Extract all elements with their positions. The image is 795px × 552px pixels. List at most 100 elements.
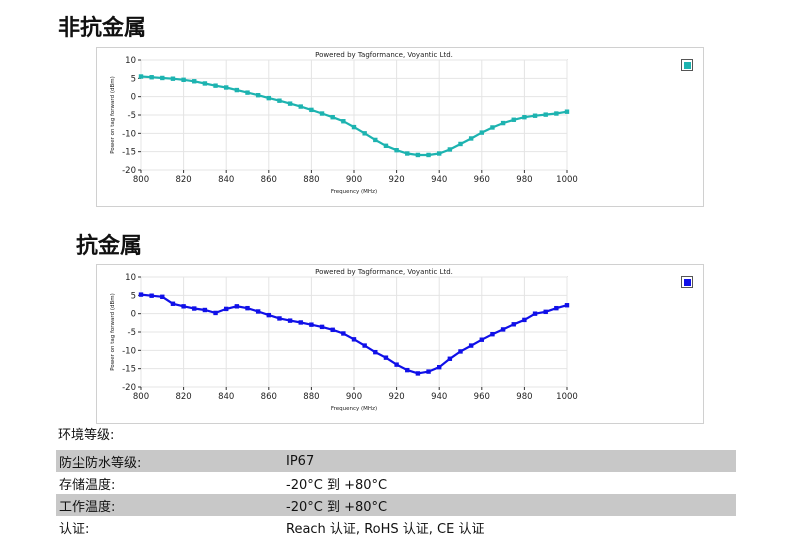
- data-point: [234, 87, 240, 93]
- data-point: [373, 349, 378, 355]
- data-point: [405, 151, 410, 156]
- data-point: [564, 109, 570, 114]
- data-point: [149, 75, 154, 80]
- y-tick-label: -20: [122, 383, 136, 393]
- data-point: [277, 316, 282, 321]
- x-tick-label: 920: [388, 392, 404, 402]
- data-point: [341, 119, 346, 124]
- chart-title: Powered by Tagformance, Voyantic Ltd.: [315, 268, 453, 276]
- spec-label: 认证:: [59, 521, 90, 537]
- data-point: [490, 332, 495, 337]
- data-point: [192, 79, 197, 84]
- y-tick-label: -5: [128, 328, 136, 338]
- spec-value: Reach 认证, RoHS 认证, CE 认证: [286, 521, 485, 537]
- y-tick-label: 10: [125, 273, 136, 283]
- table-row: 存储温度: -20°C 到 +80°C: [56, 472, 736, 494]
- data-point: [522, 115, 527, 120]
- spec-label: 防尘防水等级:: [56, 450, 283, 472]
- data-point: [255, 93, 261, 98]
- data-point: [277, 98, 282, 103]
- data-point: [383, 143, 389, 148]
- x-tick-label: 920: [388, 175, 404, 185]
- data-point: [160, 75, 165, 81]
- x-tick-label: 900: [346, 392, 362, 402]
- data-point: [437, 151, 442, 156]
- x-tick-label: 880: [303, 392, 319, 402]
- x-tick-label: 880: [303, 175, 319, 185]
- data-point: [266, 312, 271, 318]
- data-point: [170, 301, 176, 306]
- data-point: [287, 101, 293, 106]
- data-point: [341, 331, 346, 336]
- spec-value: -20°C 到 +80°C: [286, 477, 388, 493]
- x-axis-label: Frequency (MHz): [331, 406, 377, 412]
- data-point: [330, 327, 335, 332]
- y-tick-label: 5: [131, 74, 136, 84]
- data-point: [415, 371, 421, 376]
- y-tick-label: -20: [122, 166, 136, 176]
- data-point: [149, 293, 154, 298]
- data-point: [500, 327, 506, 332]
- data-point: [245, 305, 250, 311]
- environment-spec-table: 防尘防水等级: IP67 存储温度: -20°C 到 +80°C 工作温度: -…: [56, 450, 736, 538]
- y-axis-label: Power on tag forward (dBm): [110, 293, 116, 371]
- data-point: [298, 104, 303, 109]
- chart-panel-antimetal: Powered by Tagformance, Voyantic Ltd. 800…: [96, 264, 704, 424]
- data-point: [447, 356, 453, 361]
- data-point: [351, 337, 357, 342]
- data-point: [319, 111, 325, 116]
- data-point: [170, 76, 176, 81]
- x-tick-label: 1000: [556, 392, 578, 402]
- data-point: [181, 77, 186, 82]
- y-tick-label: -15: [122, 148, 136, 158]
- environment-title: 环境等级:: [58, 428, 115, 443]
- legend-toggle-icon[interactable]: [681, 276, 693, 288]
- chart-non-antimetal: Powered by Tagformance, Voyantic Ltd. 800…: [110, 51, 578, 195]
- x-tick-label: 800: [133, 392, 149, 402]
- data-point: [468, 136, 474, 141]
- data-point: [394, 148, 399, 153]
- x-tick-label: 820: [175, 392, 191, 402]
- data-point: [224, 85, 229, 90]
- spec-label: 存储温度:: [59, 477, 116, 493]
- x-tick-label: 800: [133, 175, 149, 185]
- data-point: [437, 365, 442, 370]
- data-point: [479, 130, 484, 135]
- data-point: [138, 292, 144, 297]
- data-point: [532, 311, 538, 316]
- table-row: 工作温度: -20°C 到 +80°C: [56, 494, 736, 516]
- x-tick-label: 860: [261, 392, 277, 402]
- section-title-non-antimetal: 非抗金属: [58, 16, 147, 41]
- y-tick-label: -10: [122, 346, 136, 356]
- data-point: [213, 83, 218, 88]
- y-tick-label: -10: [122, 129, 136, 139]
- data-point: [202, 307, 208, 313]
- data-point: [500, 120, 506, 126]
- data-point: [405, 367, 410, 373]
- table-row: 防尘防水等级: IP67: [56, 450, 736, 472]
- y-tick-label: -15: [122, 365, 136, 375]
- data-point: [543, 112, 548, 117]
- y-tick-label: 5: [131, 291, 136, 301]
- data-point: [202, 81, 208, 86]
- chart-antimetal: Powered by Tagformance, Voyantic Ltd. 800…: [110, 268, 578, 412]
- data-point: [554, 305, 559, 311]
- legend-toggle-icon[interactable]: [681, 59, 693, 71]
- y-axis-label: Power on tag forward (dBm): [110, 76, 116, 154]
- data-point: [181, 304, 186, 309]
- data-point: [511, 117, 516, 122]
- spec-value: -20°C 到 +80°C: [283, 494, 736, 516]
- data-point: [447, 147, 453, 152]
- legend-swatch: [684, 279, 691, 286]
- x-tick-label: 940: [431, 175, 447, 185]
- data-point: [234, 304, 240, 309]
- data-point: [298, 320, 303, 325]
- data-point: [373, 137, 378, 143]
- x-tick-label: 1000: [556, 175, 578, 185]
- data-point: [224, 306, 229, 312]
- data-point: [415, 152, 421, 158]
- data-point: [458, 349, 463, 354]
- data-point: [532, 113, 538, 118]
- y-tick-label: 0: [131, 310, 136, 320]
- data-point: [351, 124, 357, 130]
